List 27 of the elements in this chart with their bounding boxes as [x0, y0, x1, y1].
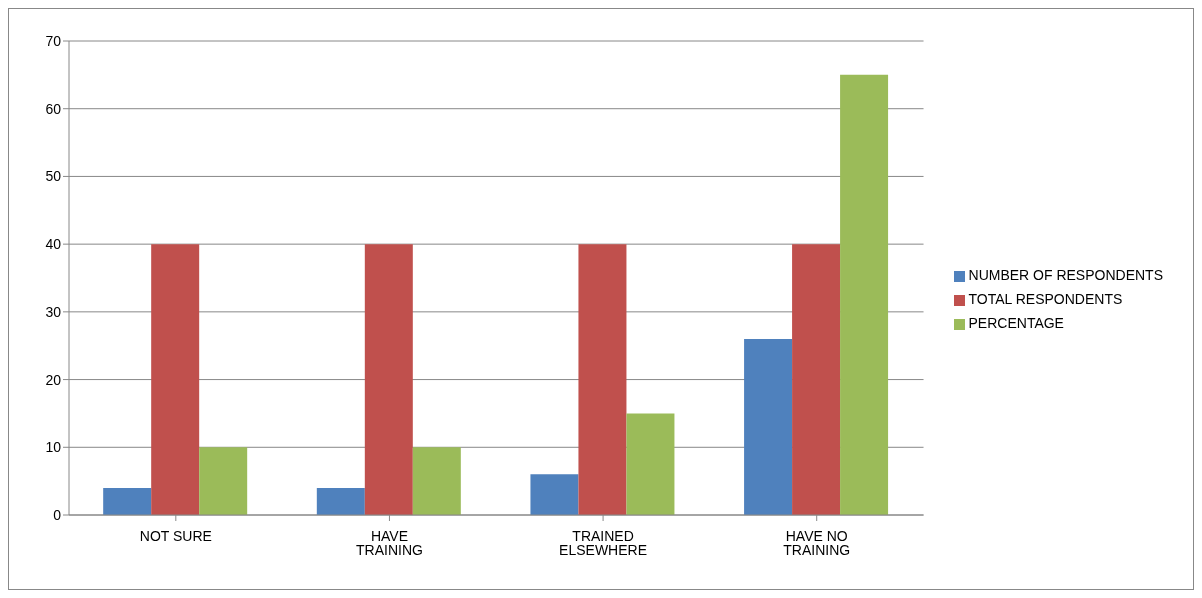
bar: [792, 244, 841, 515]
bar: [578, 244, 627, 515]
legend-label: NUMBER OF RESPONDENTS: [968, 267, 1163, 283]
x-tick-label: HAVE TRAINING: [356, 527, 423, 558]
y-tick-label: 0: [53, 506, 62, 523]
x-tick-label: HAVE NO TRAINING: [783, 527, 851, 558]
bar: [199, 447, 248, 515]
x-tick-label: NOT SURE: [139, 527, 212, 544]
bar: [412, 447, 461, 515]
bar: [840, 74, 889, 515]
x-tick-label: TRAINED ELSEWHERE: [559, 527, 648, 558]
legend-label: TOTAL RESPONDENTS: [968, 291, 1123, 307]
y-tick-label: 70: [45, 32, 62, 49]
y-tick-label: 40: [45, 236, 62, 253]
bar: [626, 413, 675, 515]
y-tick-label: 60: [45, 100, 62, 117]
legend-label: PERCENTAGE: [968, 315, 1064, 331]
bar: [103, 487, 152, 515]
y-tick-label: 30: [45, 303, 62, 320]
bar: [530, 474, 579, 515]
bar: [364, 244, 413, 515]
y-tick-label: 10: [45, 439, 62, 456]
bar: [151, 244, 200, 515]
bar: [744, 338, 793, 515]
bar: [316, 487, 365, 515]
y-tick-label: 50: [45, 168, 62, 185]
y-tick-label: 20: [45, 371, 62, 388]
